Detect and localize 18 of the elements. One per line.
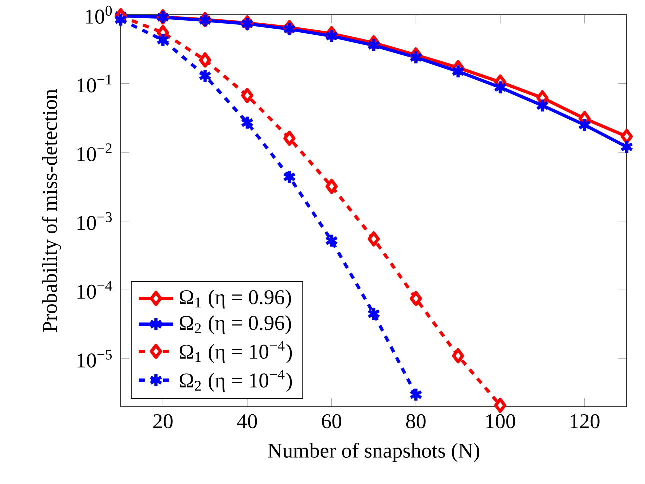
x-tick-label: 20 [154,414,173,429]
x-tick-label: 40 [237,414,258,429]
legend-label: Ω$_{2}$ (η = 10$^{−4}$) [180,370,292,392]
x-tick-label: 60 [322,414,342,429]
y-axis-title: Probability of miss-detection [42,89,62,332]
y-tick-label: 10$^{0}$ [86,6,112,24]
y-tick-label: 10$^{−1}$ [78,74,112,93]
legend-label: Ω$_{1}$ (η = 0.96) [180,290,292,309]
x-tick-label: 120 [570,414,600,429]
legend-label: Ω$_{1}$ (η = 10$^{−4}$) [180,341,292,364]
x-axis-title: Number of snapshots (N) [268,442,480,462]
legend-label: Ω$_{2}$ (η = 0.96) [180,316,292,335]
x-tick-label: 80 [406,414,426,429]
y-tick-label: 10$^{−2}$ [78,144,112,162]
y-tick-label: 10$^{−5}$ [78,350,112,368]
y-tick-label: 10$^{−3}$ [78,212,112,230]
y-tick-label: 10$^{−4}$ [78,281,112,300]
x-tick-label: 100 [486,414,516,429]
